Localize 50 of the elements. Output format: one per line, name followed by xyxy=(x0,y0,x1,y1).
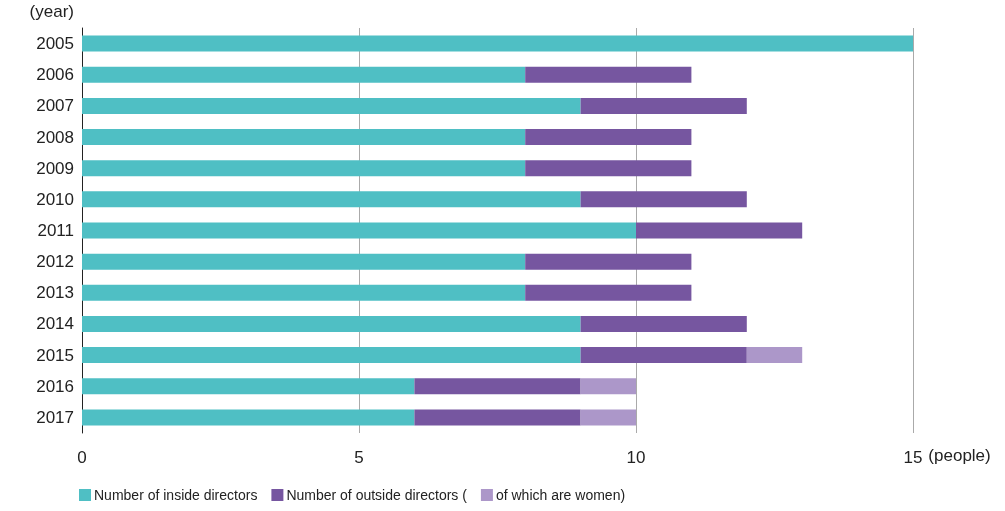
legend-label: Number of outside directors ( xyxy=(286,487,468,503)
bar xyxy=(525,160,692,177)
bar xyxy=(525,66,692,83)
legend-label: Number of inside directors xyxy=(94,487,258,503)
bar xyxy=(580,347,747,364)
bar xyxy=(414,409,581,426)
bar xyxy=(82,347,581,364)
y-tick-label: 2006 xyxy=(36,65,74,85)
bar xyxy=(525,253,692,270)
bar xyxy=(636,222,803,239)
bar xyxy=(580,315,747,332)
bar xyxy=(82,129,526,146)
bar xyxy=(82,222,636,239)
bar xyxy=(82,160,526,177)
bar xyxy=(580,191,747,208)
bar xyxy=(82,409,415,426)
y-tick-label: 2011 xyxy=(37,221,74,240)
x-tick-label: 10 xyxy=(626,448,646,467)
legend-label: of which are women) xyxy=(495,487,626,503)
y-tick-label: 2007 xyxy=(36,96,74,116)
y-tick-label: 2013 xyxy=(36,283,74,303)
y-tick-label: 2015 xyxy=(36,345,74,365)
bar xyxy=(82,35,913,52)
y-tick-label: 2008 xyxy=(36,127,74,147)
bar xyxy=(525,129,692,146)
bar xyxy=(82,253,526,270)
y-tick-label: 2012 xyxy=(36,252,74,272)
bar xyxy=(414,378,581,395)
bar xyxy=(82,97,581,114)
bar xyxy=(82,378,415,395)
x-tick-label: 5 xyxy=(354,448,364,467)
bar xyxy=(580,378,636,395)
y-tick-label: 2005 xyxy=(36,34,74,54)
y-tick-label: 2016 xyxy=(36,376,74,396)
bar xyxy=(580,97,747,114)
y-tick-label: 2009 xyxy=(36,158,74,178)
bar xyxy=(82,315,581,332)
x-tick-label: 15 xyxy=(903,448,923,467)
bar xyxy=(580,409,636,426)
x-tick-label: 0 xyxy=(77,448,87,467)
bar xyxy=(82,191,581,208)
bar xyxy=(746,347,803,364)
bar xyxy=(82,66,526,83)
y-tick-label: 2010 xyxy=(36,189,74,209)
x-axis-title: (people) xyxy=(928,446,991,465)
bar xyxy=(82,284,526,301)
y-tick-label: 2014 xyxy=(36,314,74,334)
y-tick-label: 2017 xyxy=(36,407,74,427)
y-axis-title: (year) xyxy=(29,2,74,21)
bar xyxy=(525,284,692,301)
